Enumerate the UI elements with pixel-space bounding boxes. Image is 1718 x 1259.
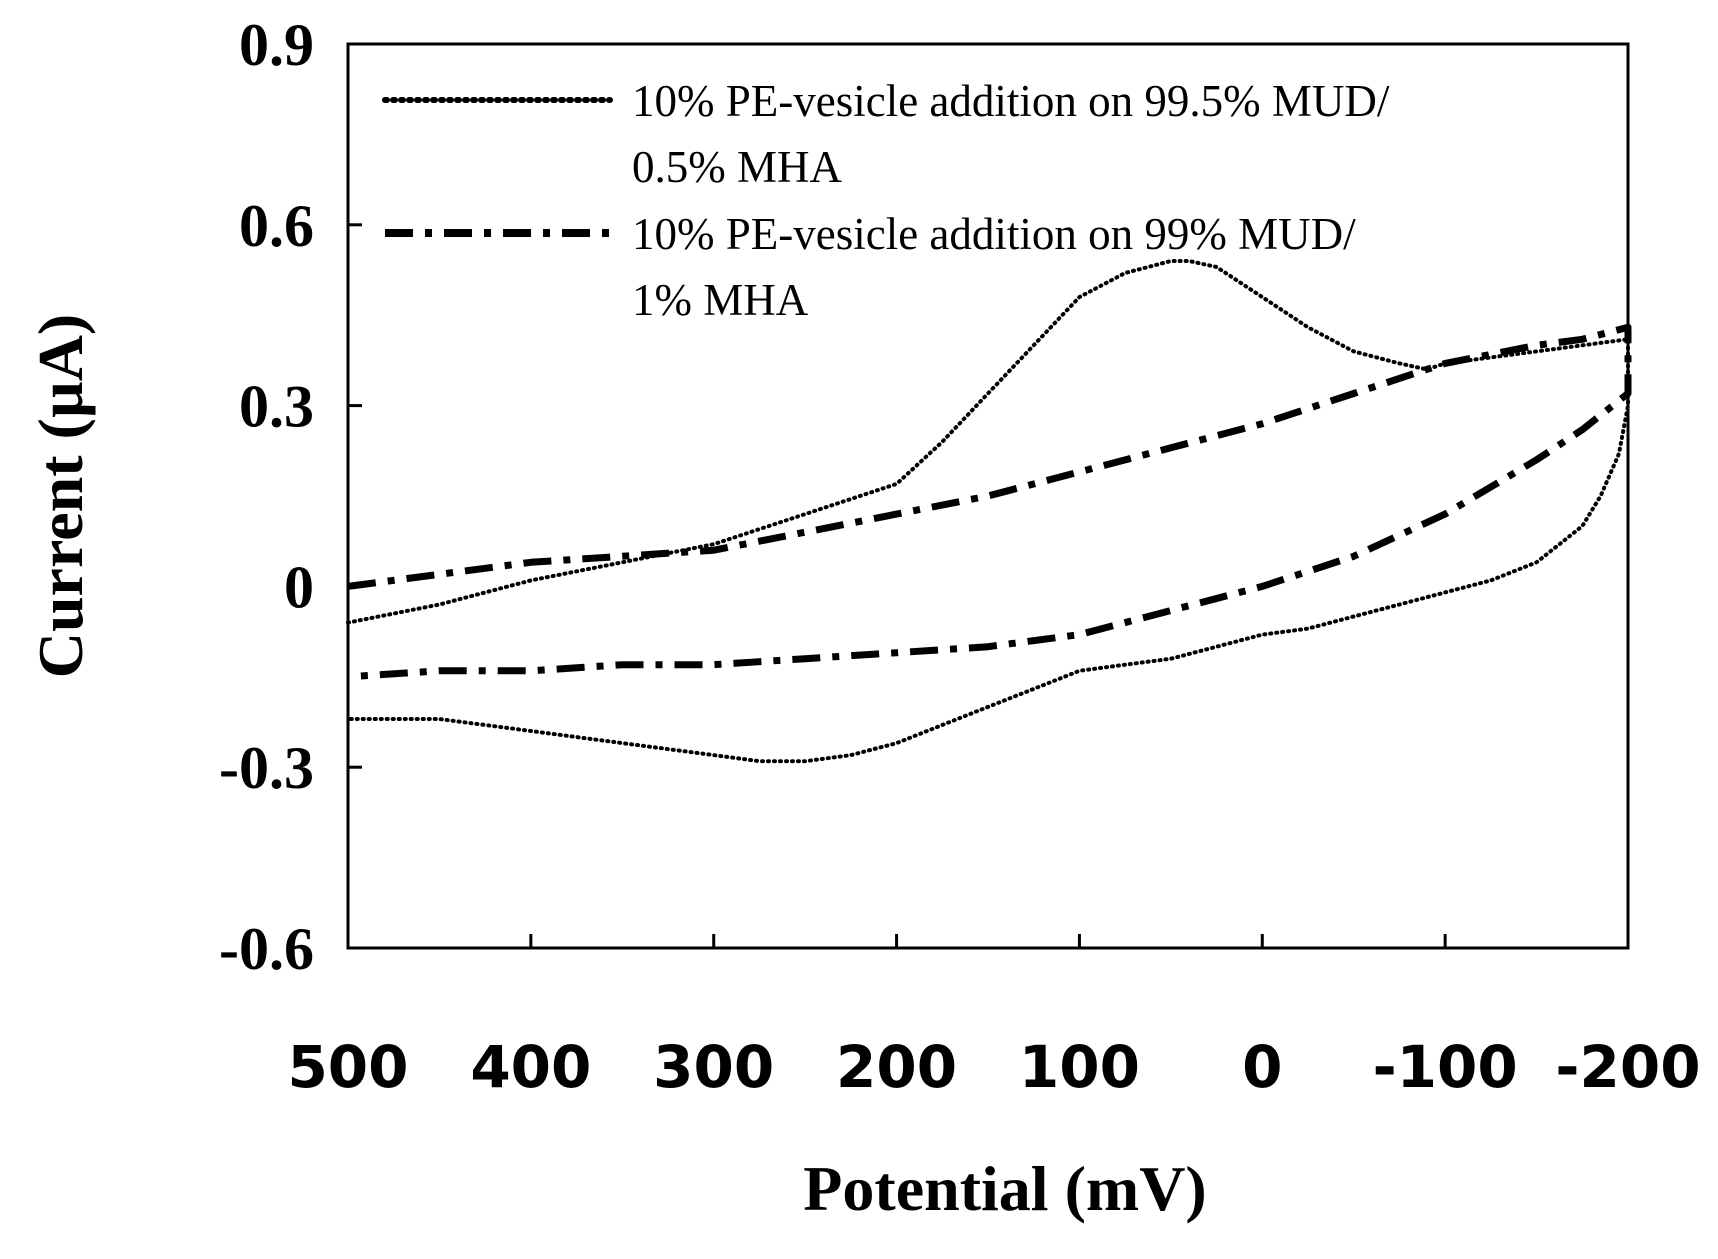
x-tick-labels: 500 400 300 200 100 0 -100 -200 — [287, 1033, 1700, 1101]
y-tick-label: -0.3 — [219, 735, 314, 801]
legend-label-series-2-line-1: 10% PE-vesicle addition on 99% MUD/ — [632, 209, 1356, 259]
legend-label-series-1-line-1: 10% PE-vesicle addition on 99.5% MUD/ — [632, 76, 1390, 126]
y-tick-label: 0 — [284, 554, 314, 620]
x-tick-label: 200 — [836, 1033, 957, 1101]
axis-ticks — [346, 42, 1630, 950]
x-tick-label: 300 — [653, 1033, 774, 1101]
x-tick-label: 400 — [470, 1033, 591, 1101]
y-tick-label: 0.6 — [239, 193, 314, 259]
x-tick-label: -200 — [1555, 1033, 1700, 1101]
x-axis-label: Potential (mV) — [803, 1153, 1206, 1224]
y-tick-labels: 0.9 0.6 0.3 0 -0.3 -0.6 — [219, 12, 314, 982]
plot-frame — [346, 42, 1630, 950]
y-tick-label: -0.6 — [219, 916, 314, 982]
y-tick-label: 0.9 — [239, 12, 314, 78]
x-tick-label: 0 — [1242, 1033, 1282, 1101]
x-tick-label: 100 — [1019, 1033, 1140, 1101]
series-line-2-dash-dot — [347, 323, 1632, 681]
y-tick-label: 0.3 — [239, 374, 314, 440]
legend-label-series-2-line-2: 1% MHA — [632, 275, 809, 325]
y-axis-label: Current (µA) — [25, 314, 96, 679]
series-line-1-dotted — [346, 259, 1630, 764]
x-tick-label: -100 — [1373, 1033, 1518, 1101]
series-group — [346, 259, 1632, 764]
legend: 10% PE-vesicle addition on 99.5% MUD/ 0.… — [382, 76, 1390, 325]
x-tick-label: 500 — [287, 1033, 408, 1101]
legend-label-series-1-line-2: 0.5% MHA — [632, 142, 842, 192]
